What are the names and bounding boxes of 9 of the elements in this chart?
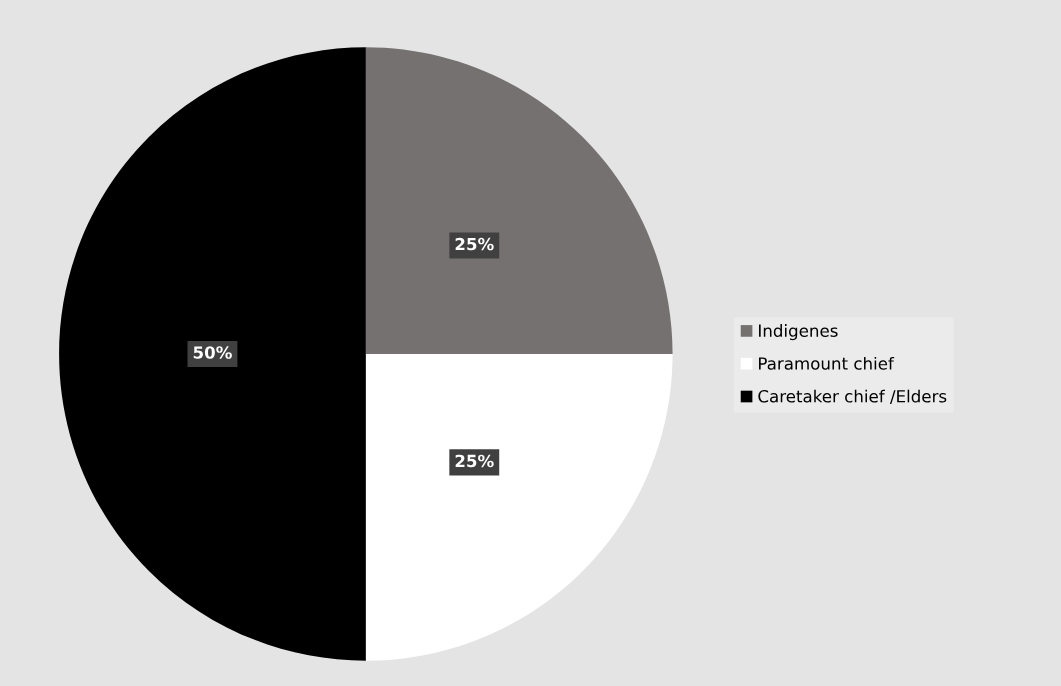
data-label: 50% (193, 346, 232, 359)
data-label: 25% (455, 237, 494, 251)
legend-label: Caretaker chief /Elders (758, 389, 947, 404)
pie-slice (59, 47, 366, 661)
legend-label: Indigenes (759, 324, 838, 341)
data-label: 25% (455, 454, 494, 468)
pie-slice (365, 47, 673, 354)
legend-label: Paramount chief (759, 356, 895, 370)
pie-slice (365, 353, 673, 661)
